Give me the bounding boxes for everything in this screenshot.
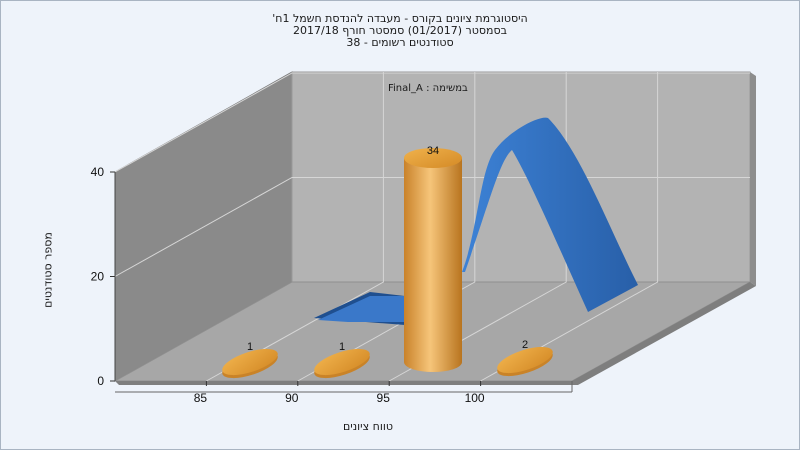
bars: [222, 148, 553, 379]
y-axis-label: מספר סטודנטים: [41, 232, 55, 308]
bar-top: [404, 148, 462, 168]
chart-title-line-2: בסמסטר (01/2017) סמסטר חורף 2017/18: [293, 24, 507, 37]
bar-top: [222, 348, 278, 376]
distribution-curve: [314, 117, 638, 325]
box-edge-shadow: [750, 72, 756, 286]
bar-value-label: 2: [522, 339, 528, 351]
series-caption: במשימה : Final_A: [388, 83, 468, 94]
bar-value-label: 1: [247, 341, 253, 353]
curve-low-top: [318, 296, 404, 322]
v-gridline: [206, 72, 384, 382]
x-axis-label: טווח ציונים: [343, 420, 393, 433]
x-tick-label: 95: [377, 391, 391, 405]
y-tick-label: 40: [91, 165, 105, 179]
bar-top: [497, 346, 553, 374]
h-gridline: [114, 72, 750, 173]
chart-title-line-1: היסטוגרמת ציונים בקורס - מעבדה להנדסת חש…: [272, 12, 528, 25]
bar-top: [314, 348, 370, 376]
bar-value-label: 34: [427, 145, 439, 157]
y-tick-label: 20: [91, 270, 105, 284]
curve-peak-ribbon: [462, 117, 638, 312]
h-gridline: [114, 177, 750, 277]
x-tick-label: 85: [194, 391, 208, 405]
v-gridline: [297, 72, 476, 382]
bar-value-label: 1: [339, 341, 345, 353]
x-tick-label: 90: [285, 391, 299, 405]
bar-body: [404, 158, 462, 372]
axes: [110, 171, 573, 393]
y-tick-label: 0: [97, 374, 104, 388]
x-tick-label: 100: [465, 391, 485, 405]
chart-title-line-3: סטודנטים רשומים - 38: [346, 36, 454, 49]
tick-labels: 0 20 40 85 90 95 100 1 1 34 2: [91, 145, 528, 405]
